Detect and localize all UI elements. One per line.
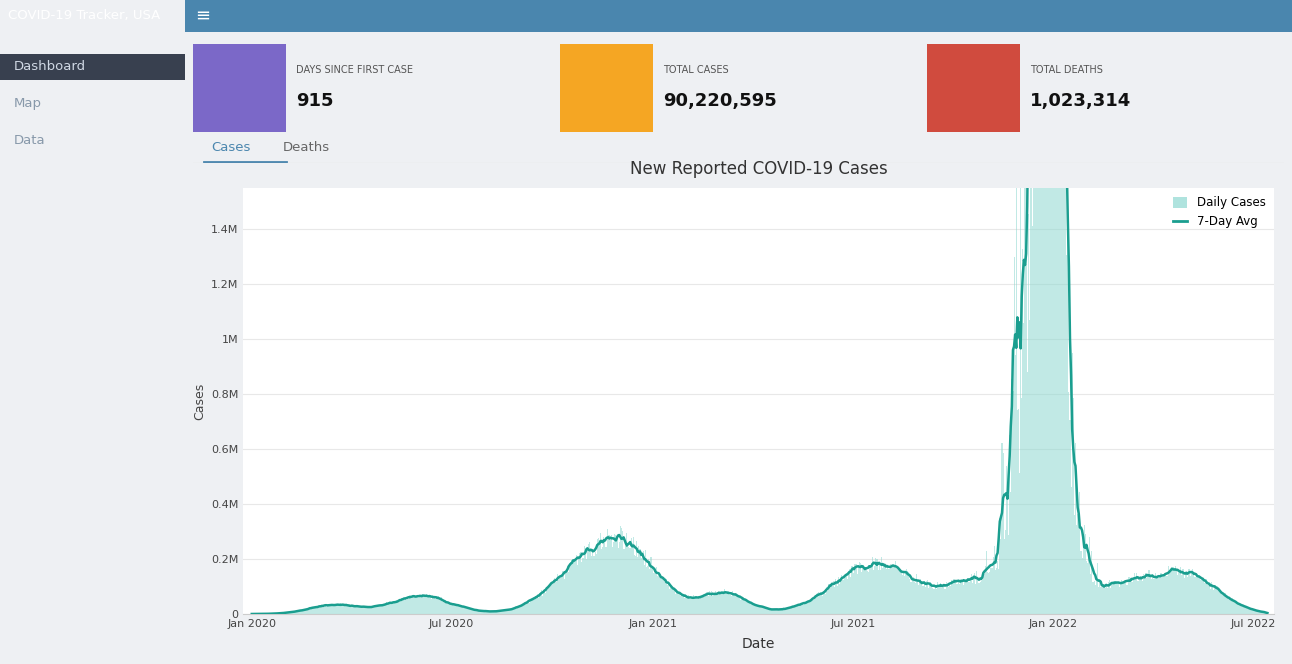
Text: 90,220,595: 90,220,595: [663, 92, 776, 110]
Text: Data: Data: [14, 135, 45, 147]
Text: Map: Map: [14, 98, 43, 110]
Legend: Daily Cases, 7-Day Avg: Daily Cases, 7-Day Avg: [1168, 191, 1270, 233]
Text: TOTAL DEATHS: TOTAL DEATHS: [1030, 65, 1102, 76]
Text: TOTAL CASES: TOTAL CASES: [663, 65, 729, 76]
Bar: [559, 44, 652, 132]
Bar: [185, 0, 1292, 32]
Text: Deaths: Deaths: [283, 141, 331, 154]
Bar: [926, 44, 1019, 132]
Text: 1,023,314: 1,023,314: [1030, 92, 1130, 110]
Text: DAYS SINCE FIRST CASE: DAYS SINCE FIRST CASE: [296, 65, 413, 76]
Y-axis label: Cases: Cases: [194, 382, 207, 420]
X-axis label: Date: Date: [742, 637, 775, 651]
Bar: [0, 54, 185, 80]
Title: New Reported COVID-19 Cases: New Reported COVID-19 Cases: [629, 160, 888, 178]
Text: Cases: Cases: [211, 141, 251, 154]
Text: 915: 915: [296, 92, 333, 110]
Text: COVID-19 Tracker, USA: COVID-19 Tracker, USA: [8, 9, 160, 23]
Text: Dashboard: Dashboard: [14, 60, 87, 74]
Bar: [193, 44, 286, 132]
Text: ≡: ≡: [195, 7, 211, 25]
